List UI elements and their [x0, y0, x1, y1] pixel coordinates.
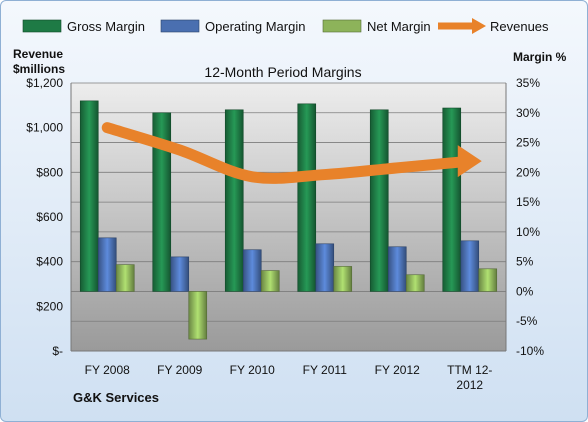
- revenue-line-group: [101, 122, 482, 184]
- operating-margin-bar: [387, 246, 407, 292]
- right-axis-tick-label: 35%: [516, 76, 540, 90]
- left-axis-tick-label: $1,000: [26, 121, 63, 135]
- net-margin-bar: [478, 268, 498, 292]
- legend: Gross Margin Operating Margin Net Margin Re…: [22, 18, 549, 34]
- legend-label-net-margin: Net Margin: [367, 19, 431, 34]
- legend-label-gross-margin: Gross Margin: [67, 19, 145, 34]
- x-axis-category-label: FY 2011: [303, 363, 348, 377]
- left-axis-tick-label: $400: [36, 255, 63, 269]
- net-margin-bar: [115, 264, 135, 292]
- left-axis-tick-label: $200: [36, 299, 63, 313]
- x-axis-category-label: TTM 12-: [447, 363, 492, 377]
- bars-group: [79, 100, 498, 340]
- gross-margin-bar: [79, 100, 99, 292]
- right-axis-title: Margin %: [513, 50, 567, 64]
- x-axis-category-label: 2012: [456, 378, 483, 392]
- gross-margin-bar: [152, 112, 172, 292]
- net-margin-bar: [188, 291, 208, 340]
- axes-group: $- $200 $400 $600 $800 $1,000 $1,200 -10% -5% 0% 5…: [26, 76, 544, 392]
- legend-label-operating-margin: Operating Margin: [205, 19, 305, 34]
- net-margin-bar: [333, 266, 353, 292]
- operating-margin-bar: [97, 237, 117, 292]
- operating-margin-bar: [170, 256, 190, 292]
- plot-area: [71, 82, 506, 351]
- gross-margin-bar: [224, 109, 244, 292]
- gross-margin-bar: [369, 109, 389, 292]
- revenues-line: [101, 122, 476, 184]
- operating-margin-bar: [460, 240, 480, 292]
- right-axis-tick-label: 5%: [516, 255, 534, 269]
- left-axis-tick-label: $600: [36, 210, 63, 224]
- operating-margin-bar: [315, 243, 335, 292]
- x-axis-category-label: FY 2012: [375, 363, 420, 377]
- right-axis-tick-label: -5%: [516, 314, 538, 328]
- right-axis-tick-label: 20%: [516, 165, 540, 179]
- legend-swatch-operating-margin: [160, 19, 200, 33]
- legend-label-revenues: Revenues: [490, 19, 549, 34]
- left-axis-tick-label: $800: [36, 165, 63, 179]
- left-axis-title-line-2: $millions: [13, 62, 65, 76]
- plot-background: [71, 83, 506, 351]
- company-name: G&K Services: [73, 390, 159, 405]
- left-axis-tick-label: $-: [52, 344, 63, 358]
- net-margin-bar: [405, 274, 425, 292]
- right-axis-tick-label: -10%: [516, 344, 544, 358]
- net-margin-bar: [260, 270, 280, 292]
- legend-swatch-gross-margin: [22, 19, 62, 33]
- x-axis-category-label: FY 2010: [230, 363, 275, 377]
- chart-title: 12-Month Period Margins: [204, 64, 361, 80]
- left-axis-title-line-1: Revenue: [13, 47, 63, 61]
- left-axis-tick-label: $1,200: [26, 76, 63, 90]
- legend-swatch-arrow: [472, 18, 486, 34]
- operating-margin-bar: [242, 249, 262, 292]
- right-axis-tick-label: 25%: [516, 136, 540, 150]
- x-axis-category-label: FY 2009: [157, 363, 202, 377]
- gross-margin-bar: [442, 107, 462, 292]
- gross-margin-bar: [297, 103, 317, 292]
- x-axis-category-label: FY 2008: [85, 363, 130, 377]
- legend-swatch-net-margin: [322, 19, 362, 33]
- right-axis-tick-label: 15%: [516, 195, 540, 209]
- right-axis-tick-label: 10%: [516, 225, 540, 239]
- right-axis-tick-label: 0%: [516, 284, 534, 298]
- right-axis-tick-label: 30%: [516, 106, 540, 120]
